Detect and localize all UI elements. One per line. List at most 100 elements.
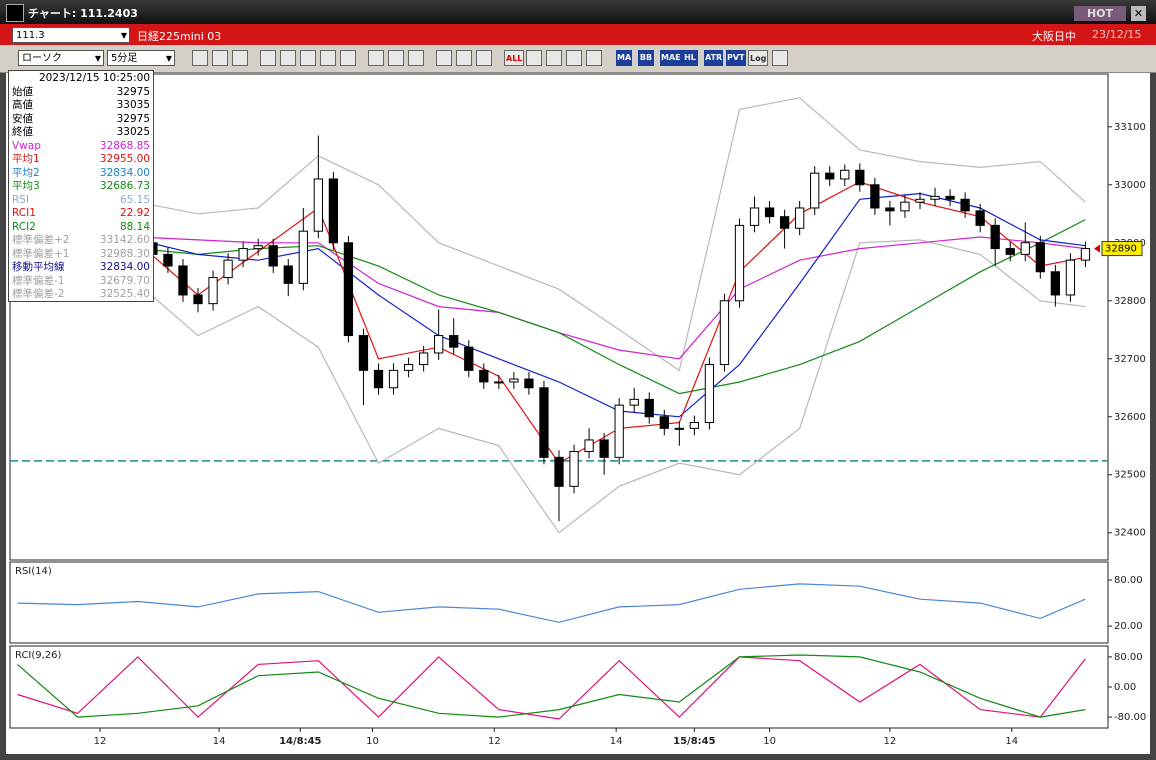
indicator-line [17,654,1086,718]
tool-icon[interactable] [212,50,228,66]
tool-icon[interactable] [436,50,452,66]
tool-icon[interactable] [586,50,602,66]
tool-button[interactable]: HL [682,50,698,66]
close-button[interactable]: ✕ [1131,6,1146,21]
hot-button[interactable]: HOT [1074,6,1126,21]
tool-button[interactable]: MA [616,50,633,66]
tool-icon[interactable] [476,50,492,66]
info-label: 移動平均線 [12,261,65,273]
candle-body [599,439,609,458]
x-tick-label: 12 [488,736,501,747]
tool-icon[interactable] [388,50,404,66]
tool-button[interactable]: MAE [660,50,682,66]
candle-body [313,178,323,232]
tool-icon[interactable] [300,50,316,66]
candle-body [328,178,339,244]
info-label: 始値 [12,85,33,98]
tool-icon[interactable] [320,50,336,66]
tool-button[interactable]: Log [748,50,769,66]
info-row: 平均3 32686.73 [12,180,150,194]
info-datetime: 2023/12/15 10:25:00 [38,72,150,84]
candle-body [855,169,865,186]
y-tick-label: 20.00 [1114,621,1143,632]
candle-body [253,245,263,250]
interval-select[interactable]: 5分足 ▼ [107,50,175,66]
candle-body [223,259,233,279]
tool-icon[interactable] [546,50,562,66]
candle-body [1050,271,1060,296]
tool-icon[interactable] [280,50,296,66]
candle-body [1080,248,1091,261]
info-label: 標準偏差+2 [12,234,70,246]
candle-body [990,224,1000,250]
y-tick-label: 0.00 [1114,682,1136,693]
info-label: RCI2 [12,220,36,233]
info-value: 32686.73 [99,180,150,192]
candle-body [479,369,489,383]
info-value: 22.92 [119,207,150,219]
x-tick-label: 14 [213,736,226,747]
info-label: 標準偏差+1 [12,247,70,260]
tool-icon[interactable] [340,50,356,66]
frame [1150,72,1156,760]
candle-body [614,404,624,458]
info-value: 32679.70 [99,274,150,287]
panel-label: RCI(9,26) [15,650,62,661]
info-value: 33142.60 [99,234,150,246]
indicator-line [17,656,1086,720]
info-row: 標準偏差+2 33142.60 [12,234,150,248]
y-tick-label: 32600 [1114,412,1146,423]
last-price-box [1101,241,1143,257]
frame [0,72,6,760]
info-label: RCI1 [12,207,36,219]
code: 111.3 [16,30,45,41]
x-tick-label: 10 [763,736,776,747]
toolbar: ローソク ▼ 5分足 ▼ ALL MA BB MAE HL ATR PVT Log [0,45,1156,73]
chart-type-select[interactable]: ローソク ▼ [18,50,104,66]
y-tick-label: 33100 [1114,122,1146,133]
y-tick-label: -80.00 [1114,712,1146,723]
tool-button[interactable]: ALL [504,50,525,66]
tool-button[interactable]: ATR [704,50,724,66]
candle-body [840,169,850,180]
candle-body [358,335,369,371]
tool-button[interactable]: BB [638,50,654,66]
code-select[interactable]: 111.3 ▼ [12,27,130,43]
tool-icon[interactable] [408,50,424,66]
chart-type: ローソク [22,53,62,64]
y-tick-label: 80.00 [1114,652,1143,663]
tool-icon[interactable] [772,50,788,66]
tool-icon[interactable] [526,50,542,66]
candle-body [644,398,654,418]
candle-body [178,265,188,296]
candle-body [885,207,895,212]
candle-body [810,172,820,209]
candle-body [915,198,925,203]
tool-icon[interactable] [368,50,384,66]
tool-icon[interactable] [192,50,208,66]
candle-body [464,346,474,371]
tool-icon[interactable] [260,50,276,66]
candle-body [539,387,549,458]
candle-body [569,451,579,487]
tool-icon[interactable] [456,50,472,66]
indicator-line [17,239,1086,534]
info-value: 32868.85 [99,139,150,152]
info-value: 32525.40 [99,288,150,300]
info-label: 標準偏差-1 [12,274,65,287]
candle-body [283,265,293,284]
info-value: 32834.00 [99,261,150,273]
x-tick-label: 14/8:45 [279,736,321,747]
dropdown-arrow: ▼ [165,54,172,63]
info-value: 32988.30 [99,247,150,260]
tool-button[interactable]: PVT [726,50,746,66]
tool-icon[interactable] [566,50,582,66]
candle-body [208,277,218,305]
tool-icon[interactable] [232,50,248,66]
candle-body [238,248,248,261]
info-row: 移動平均線 32834.00 [12,261,150,275]
candle-body [1020,242,1030,255]
info-row: 標準偏差-2 32525.40 [12,288,150,302]
info-value: 32955.00 [99,153,150,165]
